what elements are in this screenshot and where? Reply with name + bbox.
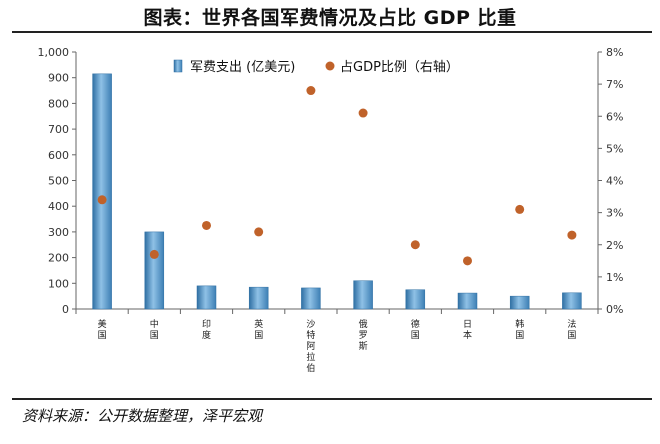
chart-title: 图表：世界各国军费情况及占比 GDP 比重 [143,7,517,29]
y-left-tick-label: 900 [48,72,69,85]
category-label: 沙特阿拉伯 [306,319,315,374]
bar [248,286,269,310]
legend-bar-swatch [173,59,183,73]
ratio-point [515,204,525,214]
y-right-tick-label: 2% [606,239,623,252]
bar-series [92,73,582,310]
y-left-tick-label: 500 [48,175,69,188]
ratio-point [306,86,316,96]
category-label: 日本 [463,319,472,341]
y-left-tick-label: 600 [48,149,69,162]
bar [196,285,217,310]
bar [92,73,112,310]
bar-scatter-chart: 0 100 200 300 400 500 600 700 800 900 1,000 0% 1% 2% 3… [38,46,624,374]
y-right-tick-label: 4% [606,175,623,188]
ratio-point [567,230,577,240]
ratio-point [254,227,264,237]
ratio-point [463,256,472,266]
y-left-tick-label: 700 [48,123,69,136]
category-label: 韩国 [515,318,524,341]
y-left-tick-label: 300 [48,226,69,239]
category-label: 印度 [202,318,211,341]
bar [405,289,426,310]
y-right-tick-label: 1% [606,271,623,284]
y-right-tick-label: 5% [606,142,623,155]
bar [144,231,165,310]
y-left-tick-label: 1,000 [38,46,70,59]
footer-divider [12,398,652,400]
bar [562,292,582,310]
legend: 军费支出 (亿美元) 占GDP比例（右轴） [173,59,459,75]
title-divider [12,31,652,33]
legend-bar-label: 军费支出 (亿美元) [190,60,295,75]
y-right-tick-label: 7% [606,78,623,91]
bar [509,295,530,310]
bar [353,280,373,310]
category-label: 中国 [150,318,159,341]
y-left-tick-label: 800 [48,97,69,110]
legend-dot-label: 占GDP比例（右轴） [340,60,459,75]
ratio-point [202,220,211,230]
ratio-point [358,108,368,118]
y-right-tick-label: 0% [606,303,623,316]
bar [457,292,478,310]
y-left-tick-label: 200 [48,252,69,265]
ratio-point [410,240,420,250]
source-note: 资料来源：公开数据整理，泽平宏观 [22,407,263,425]
legend-dot-swatch [325,61,335,71]
y-left-tick-label: 0 [62,303,69,316]
y-right-tick-label: 3% [606,207,623,220]
category-label: 美国 [98,318,107,341]
category-label: 俄罗斯 [359,318,368,352]
y-right-tick-label: 8% [606,46,623,59]
category-labels: 美国 中国 印度 英国 沙特阿拉伯 俄罗斯 德国 日本 韩国 法国 [98,318,577,374]
ratio-point [149,249,159,259]
y-right-tick-label: 6% [606,110,623,123]
y-left-tick-label: 400 [48,200,69,213]
ratio-series [97,86,577,266]
chart-axes: 0 100 200 300 400 500 600 700 800 900 1,000 0% 1% 2% 3… [38,46,624,316]
category-label: 英国 [254,318,263,341]
ratio-point [97,195,107,205]
category-label: 法国 [567,318,576,341]
y-left-tick-label: 100 [48,277,69,290]
category-label: 德国 [411,318,420,341]
bar [301,287,321,310]
